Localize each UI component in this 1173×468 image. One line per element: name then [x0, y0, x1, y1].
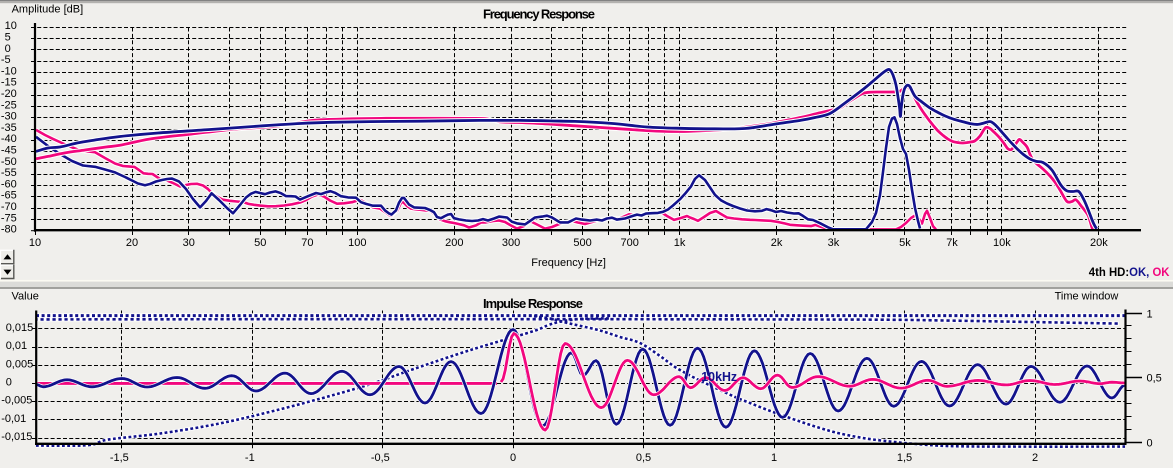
- svg-text:5k: 5k: [899, 237, 911, 249]
- svg-text:Frequency [Hz]: Frequency [Hz]: [531, 257, 606, 269]
- svg-text:1,5: 1,5: [897, 452, 912, 464]
- svg-text:300: 300: [502, 237, 520, 249]
- svg-text:-60: -60: [1, 178, 17, 190]
- svg-text:-30: -30: [1, 111, 17, 123]
- svg-text:-25: -25: [1, 99, 17, 111]
- svg-text:2: 2: [1032, 452, 1038, 464]
- svg-text:3k: 3k: [828, 237, 840, 249]
- svg-text:Impulse Response: Impulse Response: [483, 296, 583, 311]
- svg-text:20k: 20k: [1090, 237, 1108, 249]
- svg-text:-50: -50: [1, 156, 17, 168]
- svg-text:-0,005: -0,005: [1, 395, 32, 407]
- svg-text:30: 30: [183, 237, 195, 249]
- svg-text:70: 70: [301, 237, 313, 249]
- svg-text:-0,01: -0,01: [1, 413, 26, 425]
- svg-text:-45: -45: [1, 145, 17, 157]
- svg-text:0,5: 0,5: [636, 452, 651, 464]
- svg-text:0: 0: [5, 43, 11, 55]
- svg-text:-1,5: -1,5: [110, 452, 129, 464]
- svg-text:-40: -40: [1, 133, 17, 145]
- svg-text:-75: -75: [1, 212, 17, 224]
- svg-text:0,015: 0,015: [6, 322, 34, 334]
- svg-text:50: 50: [254, 237, 266, 249]
- svg-text:10: 10: [5, 20, 17, 32]
- svg-text:-10: -10: [1, 65, 17, 77]
- svg-text:0: 0: [1147, 438, 1153, 450]
- svg-text:10k: 10k: [993, 237, 1011, 249]
- svg-text:-35: -35: [1, 122, 17, 134]
- svg-text:0: 0: [510, 452, 516, 464]
- svg-text:Value: Value: [12, 291, 39, 303]
- svg-text:-65: -65: [1, 190, 17, 202]
- svg-text:200: 200: [445, 237, 463, 249]
- svg-text:0: 0: [6, 377, 12, 389]
- svg-text:7k: 7k: [946, 237, 958, 249]
- svg-text:-0,015: -0,015: [1, 431, 32, 443]
- svg-text:2k: 2k: [771, 237, 783, 249]
- svg-text:20: 20: [126, 237, 138, 249]
- svg-text:500: 500: [573, 237, 591, 249]
- svg-text:-15: -15: [1, 77, 17, 89]
- svg-text:-0,5: -0,5: [371, 452, 390, 464]
- svg-text:10kHz: 10kHz: [701, 370, 737, 384]
- svg-text:-55: -55: [1, 167, 17, 179]
- svg-text:Amplitude [dB]: Amplitude [dB]: [12, 4, 84, 16]
- svg-text:1k: 1k: [674, 237, 686, 249]
- svg-text:10: 10: [29, 237, 41, 249]
- svg-text:Time window: Time window: [1055, 291, 1119, 303]
- svg-text:5: 5: [5, 32, 11, 44]
- svg-text:0,005: 0,005: [6, 358, 34, 370]
- svg-text:700: 700: [621, 237, 639, 249]
- svg-text:-1: -1: [245, 452, 255, 464]
- svg-text:100: 100: [348, 237, 366, 249]
- svg-text:0,01: 0,01: [6, 340, 27, 352]
- svg-text:-5: -5: [1, 54, 11, 66]
- svg-text:0,5: 0,5: [1147, 373, 1162, 385]
- svg-text:-20: -20: [1, 88, 17, 100]
- svg-text:-80: -80: [1, 224, 17, 236]
- svg-text:-70: -70: [1, 201, 17, 213]
- svg-text:1: 1: [1147, 308, 1153, 320]
- svg-text:Frequency Response: Frequency Response: [483, 7, 595, 22]
- svg-text:4th HD:OK, OK: 4th HD:OK, OK: [1089, 267, 1170, 279]
- svg-text:1: 1: [771, 452, 777, 464]
